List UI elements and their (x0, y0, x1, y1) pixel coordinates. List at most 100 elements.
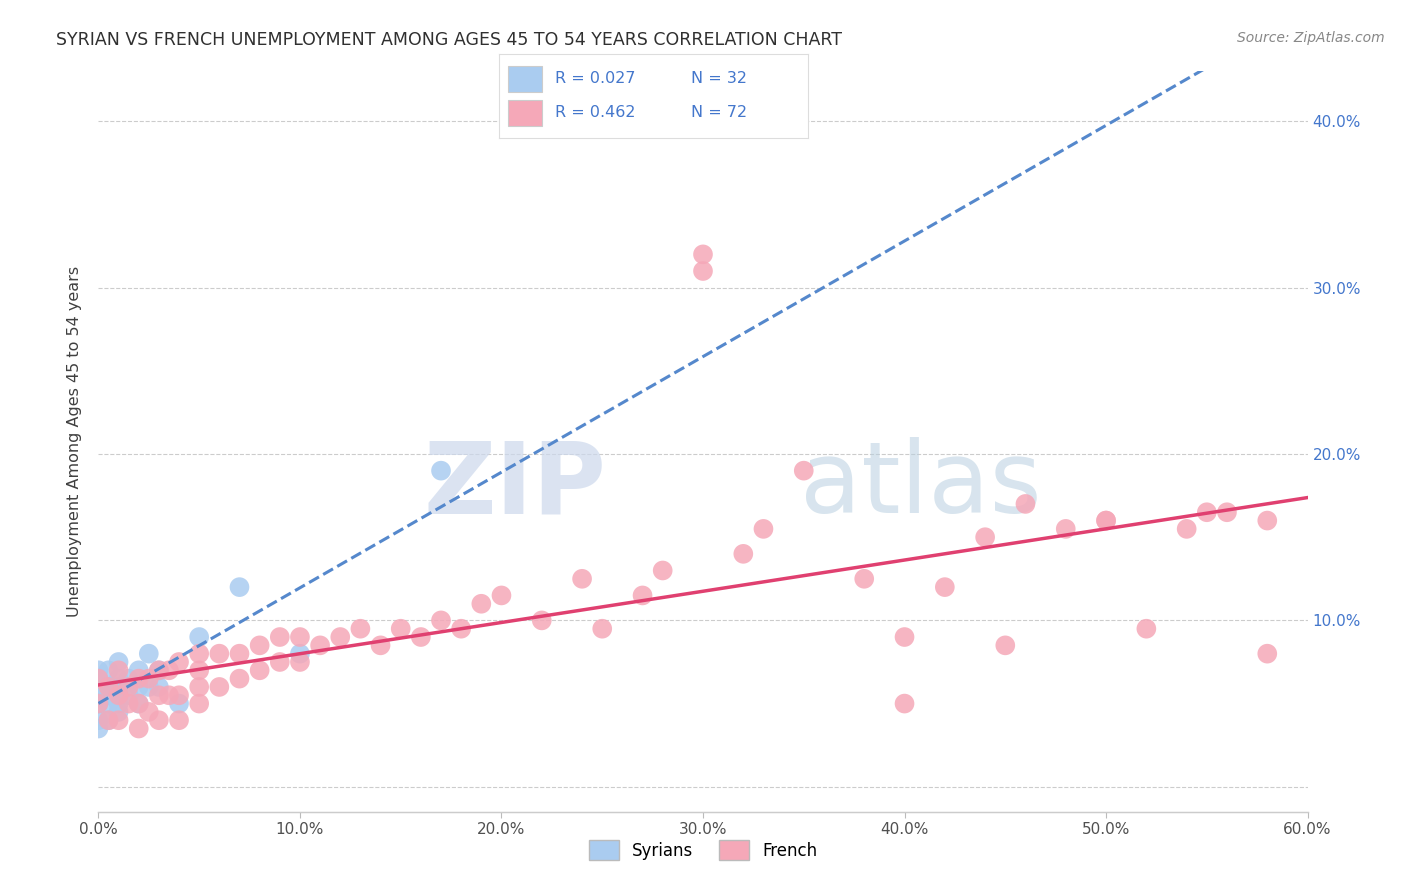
Point (208, 680, 231, 694)
Point (228, 580, 250, 594)
Point (288, 630, 311, 644)
Point (994, 638, 1017, 652)
Point (128, 663, 150, 677)
Point (107, 688, 129, 702)
Point (167, 688, 190, 702)
Point (1216, 505, 1239, 519)
Text: SYRIAN VS FRENCH UNEMPLOYMENT AMONG AGES 45 TO 54 YEARS CORRELATION CHART: SYRIAN VS FRENCH UNEMPLOYMENT AMONG AGES… (56, 31, 842, 49)
Point (107, 688, 129, 702)
Point (269, 630, 291, 644)
Point (138, 672, 160, 686)
Point (571, 572, 593, 586)
Text: Source: ZipAtlas.com: Source: ZipAtlas.com (1237, 31, 1385, 45)
Point (853, 572, 876, 586)
Point (188, 663, 211, 677)
Point (249, 638, 271, 652)
Point (87, 672, 110, 686)
Point (107, 680, 129, 694)
Text: N = 72: N = 72 (690, 105, 747, 120)
Point (148, 688, 170, 702)
Point (329, 630, 352, 644)
Point (87, 680, 110, 694)
Point (138, 647, 160, 661)
Legend: Syrians, French: Syrians, French (582, 834, 824, 866)
Point (733, 547, 755, 561)
Point (107, 697, 129, 711)
Point (349, 622, 371, 636)
Point (208, 647, 231, 661)
Point (87, 713, 110, 727)
Point (228, 647, 250, 661)
Point (188, 680, 211, 694)
Point (148, 663, 170, 677)
Point (1175, 522, 1198, 536)
Point (167, 713, 190, 727)
Text: atlas: atlas (800, 437, 1042, 534)
Point (97, 713, 120, 727)
Point (1256, 647, 1278, 661)
Point (87, 722, 110, 736)
Point (934, 580, 956, 594)
Point (1195, 505, 1218, 519)
Point (530, 614, 553, 628)
Point (128, 697, 150, 711)
Point (309, 638, 332, 652)
Point (974, 530, 997, 544)
Point (118, 680, 141, 694)
Point (107, 655, 129, 669)
Point (692, 264, 714, 278)
Point (793, 464, 815, 478)
Point (138, 705, 160, 719)
Point (87, 697, 110, 711)
Text: ZIP: ZIP (423, 437, 606, 534)
Point (107, 705, 129, 719)
Point (1054, 522, 1077, 536)
Bar (509, 100, 543, 126)
Point (148, 680, 170, 694)
Point (450, 622, 472, 636)
Text: R = 0.027: R = 0.027 (555, 71, 636, 87)
Point (167, 655, 190, 669)
Point (288, 655, 311, 669)
Bar (509, 66, 543, 92)
Point (389, 622, 412, 636)
Point (97, 688, 120, 702)
Point (188, 697, 211, 711)
Text: R = 0.462: R = 0.462 (555, 105, 636, 120)
Point (107, 663, 129, 677)
Point (269, 655, 291, 669)
Point (288, 647, 311, 661)
Point (128, 697, 150, 711)
Point (148, 713, 170, 727)
Point (167, 697, 190, 711)
Point (97, 680, 120, 694)
Point (87, 697, 110, 711)
Point (118, 672, 141, 686)
Point (631, 589, 654, 603)
Point (893, 630, 915, 644)
Point (87, 672, 110, 686)
Point (87, 663, 110, 677)
Point (430, 614, 453, 628)
Point (228, 672, 250, 686)
Y-axis label: Unemployment Among Ages 45 to 54 years: Unemployment Among Ages 45 to 54 years (67, 266, 83, 617)
Point (491, 589, 513, 603)
Text: N = 32: N = 32 (690, 71, 747, 87)
Point (1256, 514, 1278, 528)
Point (157, 688, 180, 702)
Point (1014, 497, 1036, 511)
Point (430, 464, 453, 478)
Point (148, 663, 170, 677)
Point (118, 688, 141, 702)
Point (138, 680, 160, 694)
Point (128, 680, 150, 694)
Point (1135, 622, 1157, 636)
Point (107, 672, 129, 686)
Point (893, 697, 915, 711)
Point (128, 672, 150, 686)
Point (1095, 514, 1118, 528)
Point (118, 697, 141, 711)
Point (692, 247, 714, 261)
Point (188, 630, 211, 644)
Point (87, 688, 110, 702)
